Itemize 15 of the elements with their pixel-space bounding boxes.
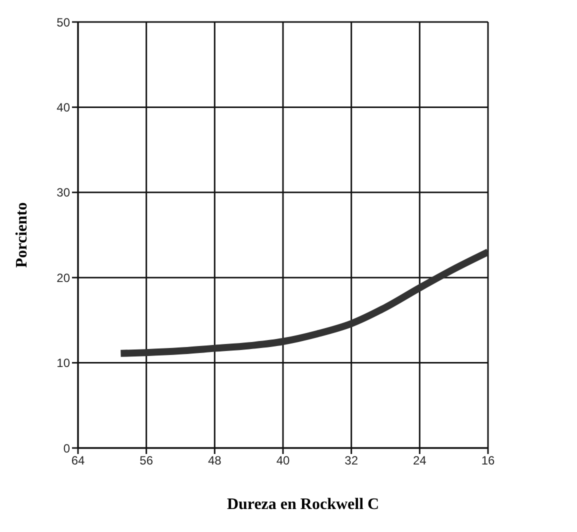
y-tick-label: 0 <box>63 441 70 456</box>
y-tick-label: 10 <box>56 356 70 370</box>
x-tick-label: 64 <box>71 454 85 468</box>
x-tick-label: 24 <box>412 454 427 468</box>
x-tick-label: 56 <box>140 454 154 468</box>
y-tick-label: 50 <box>56 15 70 30</box>
x-axis-title: Dureza en Rockwell C <box>226 496 380 514</box>
x-tick-label: 16 <box>481 454 495 468</box>
x-tick-label: 40 <box>276 454 290 468</box>
y-tick-label: 30 <box>56 186 70 200</box>
y-tick-label: 40 <box>56 100 70 114</box>
x-tick-label: 32 <box>344 454 358 468</box>
y-axis-title: Porciento <box>14 202 31 268</box>
x-tick-label: 48 <box>208 454 222 468</box>
y-tick-label: 20 <box>56 270 70 285</box>
